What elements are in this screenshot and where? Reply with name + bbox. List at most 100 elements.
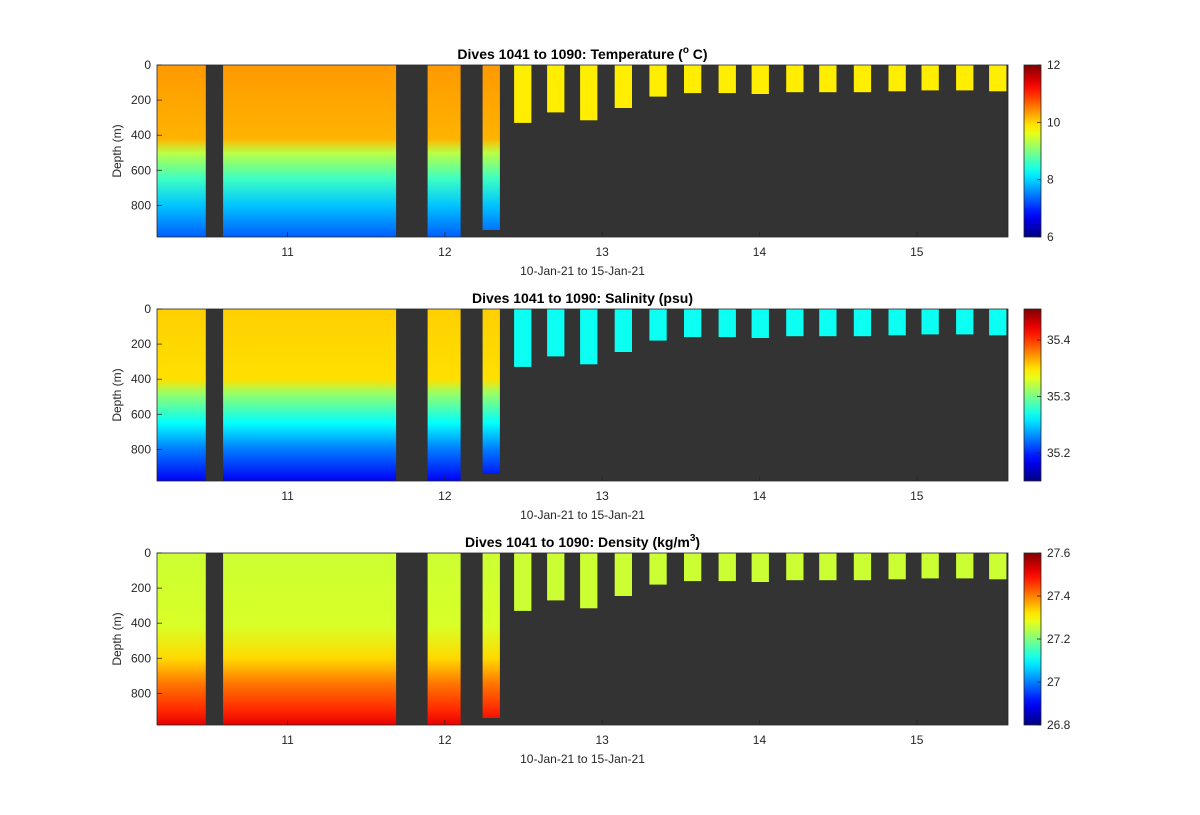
- x-tick-label: 15: [910, 489, 924, 503]
- profile-column: [921, 65, 939, 91]
- profile-column: [547, 309, 565, 357]
- profile-column: [157, 309, 206, 481]
- x-tick-label: 14: [753, 489, 767, 503]
- colorbar: [1023, 64, 1042, 238]
- profile-column: [684, 553, 702, 582]
- profile-column: [223, 553, 397, 725]
- profile-column: [580, 309, 598, 365]
- x-tick-label: 11: [281, 245, 294, 259]
- colorbar-tick-label: 35.2: [1047, 446, 1071, 460]
- profile-column: [751, 309, 769, 338]
- y-tick-label: 0: [144, 58, 151, 72]
- x-tick-label: 12: [438, 245, 452, 259]
- profile-column: [718, 553, 736, 582]
- profile-column: [921, 553, 939, 579]
- colorbar-tick-label: 12: [1047, 58, 1061, 72]
- colorbar-tick-label: 6: [1047, 230, 1054, 244]
- profile-column: [786, 309, 804, 337]
- profile-column: [853, 65, 872, 93]
- profile-column: [684, 309, 702, 338]
- y-tick-label: 200: [131, 93, 151, 107]
- profile-column: [956, 309, 974, 335]
- x-tick-label: 12: [438, 489, 452, 503]
- x-tick-label: 11: [281, 733, 294, 747]
- profile-column: [580, 65, 598, 121]
- profile-column: [888, 65, 906, 92]
- profile-column: [888, 553, 906, 580]
- y-tick-label: 600: [131, 407, 151, 421]
- y-tick-label: 400: [131, 616, 151, 630]
- y-tick-label: 0: [144, 302, 151, 316]
- profile-column: [514, 65, 532, 123]
- profile-column: [751, 553, 769, 582]
- y-tick-label: 800: [131, 442, 151, 456]
- panel-title: Dives 1041 to 1090: Salinity (psu): [472, 290, 693, 306]
- x-tick-label: 12: [438, 733, 452, 747]
- x-axis-label: 10-Jan-21 to 15-Jan-21: [520, 752, 645, 766]
- profile-column: [853, 553, 872, 581]
- profile-column: [514, 309, 532, 367]
- y-axis-label: Depth (m): [110, 612, 124, 665]
- panel-title: Dives 1041 to 1090: Temperature (o C): [457, 45, 707, 62]
- panel-title: Dives 1041 to 1090: Density (kg/m3): [465, 533, 700, 550]
- profile-column: [427, 309, 461, 481]
- y-axis-label: Depth (m): [110, 124, 124, 177]
- profile-column: [684, 65, 702, 94]
- axes-frame: [156, 552, 1009, 726]
- profile-column: [751, 65, 769, 94]
- profile-column: [514, 553, 532, 611]
- x-tick-label: 15: [910, 733, 924, 747]
- profile-column: [223, 309, 397, 481]
- colorbar-tick-label: 27: [1047, 675, 1061, 689]
- x-tick-label: 13: [595, 245, 609, 259]
- y-axis-label: Depth (m): [110, 368, 124, 421]
- y-tick-label: 800: [131, 686, 151, 700]
- y-tick-label: 400: [131, 372, 151, 386]
- profile-column: [956, 553, 974, 579]
- profile-column: [580, 553, 598, 609]
- profile-column: [482, 553, 500, 718]
- profile-column: [427, 553, 461, 725]
- y-tick-label: 0: [144, 546, 151, 560]
- x-tick-label: 13: [595, 733, 609, 747]
- profile-column: [614, 65, 632, 108]
- profile-column: [786, 553, 804, 581]
- panel-2: 0 200 400 600 800 11 12 13 14 15 10-Jan-21 to 15-J…: [110, 290, 1071, 522]
- y-tick-label: 800: [131, 198, 151, 212]
- profile-column: [718, 65, 736, 94]
- profile-column: [649, 553, 667, 585]
- axes-frame: [156, 308, 1009, 482]
- profile-column: [157, 65, 206, 237]
- profile-column: [614, 309, 632, 352]
- x-tick-label: 15: [910, 245, 924, 259]
- colorbar-tick-label: 27.2: [1047, 632, 1071, 646]
- profile-column: [223, 65, 397, 237]
- profile-column: [956, 65, 974, 91]
- colorbar-tick-label: 35.3: [1047, 389, 1071, 403]
- profile-column: [649, 309, 667, 341]
- panel-1: 0 200 400 600 800 11 12 13 14 15 10-Jan-21 to 15-J…: [110, 45, 1061, 278]
- colorbar-tick-label: 8: [1047, 173, 1054, 187]
- profile-column: [482, 65, 500, 230]
- x-tick-label: 14: [753, 245, 767, 259]
- y-tick-label: 600: [131, 651, 151, 665]
- profile-column: [786, 65, 804, 93]
- axes-frame: [156, 64, 1009, 238]
- profile-column: [157, 553, 206, 725]
- profile-column: [819, 65, 837, 93]
- y-tick-label: 600: [131, 163, 151, 177]
- profile-column: [649, 65, 667, 97]
- x-axis-label: 10-Jan-21 to 15-Jan-21: [520, 264, 645, 278]
- colorbar-tick-label: 35.4: [1047, 333, 1071, 347]
- profile-column: [989, 553, 1007, 580]
- colorbar-tick-label: 26.8: [1047, 718, 1071, 732]
- y-tick-label: 200: [131, 337, 151, 351]
- x-tick-label: 11: [281, 489, 294, 503]
- colorbar-tick-label: 27.6: [1047, 546, 1071, 560]
- profile-column: [547, 65, 565, 113]
- panel-3: 0 200 400 600 800 11 12 13 14 15 10-Jan-21 to 15-J…: [110, 533, 1071, 766]
- profile-column: [853, 309, 872, 337]
- profile-column: [427, 65, 461, 237]
- x-tick-label: 14: [753, 733, 767, 747]
